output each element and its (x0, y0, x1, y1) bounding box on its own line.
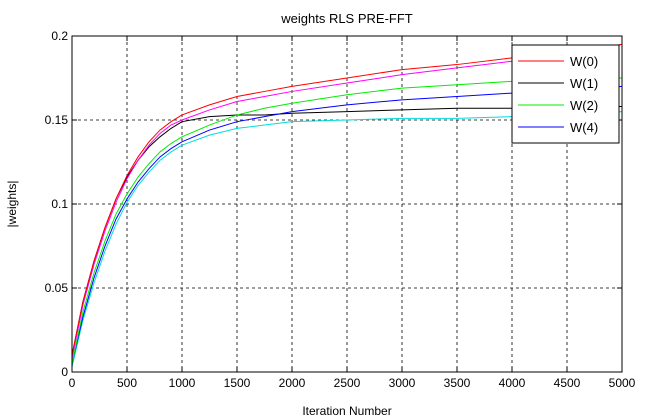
x-tick-label: 1000 (169, 376, 196, 390)
chart-title: weights RLS PRE-FFT (280, 11, 413, 26)
legend-label: W(0) (570, 54, 598, 69)
x-tick-label: 3500 (444, 376, 471, 390)
x-tick-label: 2500 (334, 376, 361, 390)
series-line-w0 (71, 43, 623, 356)
series-line-w4 (71, 85, 623, 364)
x-tick-label: 4000 (499, 376, 526, 390)
y-tick-label: 0.1 (51, 197, 68, 211)
x-tick-label: 3000 (389, 376, 416, 390)
series-lines (71, 43, 623, 368)
y-axis-label: |weights| (5, 181, 19, 228)
legend-box (511, 44, 620, 144)
series-line-w2 (71, 77, 623, 364)
x-tick-label: 0 (69, 376, 76, 390)
series-line-4 (71, 43, 623, 359)
legend-label: W(4) (570, 120, 598, 135)
x-tick-label: 2000 (279, 376, 306, 390)
x-tick-label: 5000 (609, 376, 636, 390)
y-tick-label: 0 (61, 365, 68, 379)
legend-label: W(2) (570, 98, 598, 113)
x-axis-label: Iteration Number (302, 404, 391, 418)
series-line-5 (71, 111, 623, 368)
x-tick-label: 1500 (224, 376, 251, 390)
x-tick-label: 500 (117, 376, 137, 390)
x-tick-label: 4500 (554, 376, 581, 390)
axis-ticks: 0 500 1000 1500 2000 2500 3000 3500 4000 4500 5000… (45, 29, 636, 390)
y-tick-label: 0.15 (45, 113, 69, 127)
y-tick-label: 0.05 (45, 281, 69, 295)
y-tick-label: 0.2 (51, 29, 68, 43)
legend-label: W(1) (570, 76, 598, 91)
legend: W(0) W(1) W(2) W(4) (511, 44, 620, 144)
